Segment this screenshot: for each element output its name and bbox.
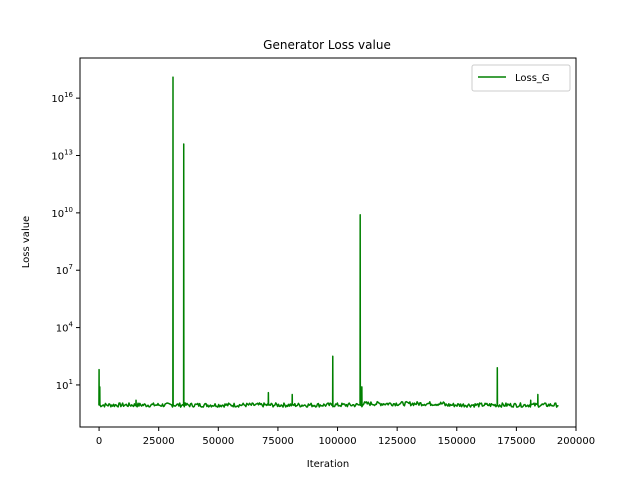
x-tick-label: 75000 [262,436,294,447]
series-layer [98,76,559,408]
y-tick-label: 107 [56,263,73,277]
x-tick-label: 100000 [318,436,356,447]
x-axis: 0 25000 50000 75000 100000 125000 150000 175000… [96,427,595,447]
legend-box [471,64,571,92]
x-tick-label: 125000 [378,436,416,447]
x-tick-label: 0 [96,436,102,447]
y-axis-label: Loss value [21,216,32,268]
x-tick-label: 50000 [202,436,234,447]
series-line-loss-g [98,76,559,408]
x-axis-label: Iteration [307,459,349,470]
legend-label-loss-g: Loss_G [515,73,550,84]
y-axis: 101 104 107 1010 1013 1016 [51,91,80,392]
y-tick-label: 1013 [51,149,73,163]
plot-frame [79,57,577,428]
x-tick-label: 175000 [497,436,535,447]
chart-title: Generator Loss value [263,38,391,52]
x-tick-label: 150000 [438,436,476,447]
legend: Loss_G [471,64,571,92]
y-tick-label: 1016 [51,91,73,105]
y-tick-label: 104 [56,321,74,335]
x-tick-label: 25000 [143,436,175,447]
x-tick-label: 200000 [557,436,595,447]
y-tick-label: 1010 [51,206,73,220]
y-tick-label: 101 [56,378,73,392]
